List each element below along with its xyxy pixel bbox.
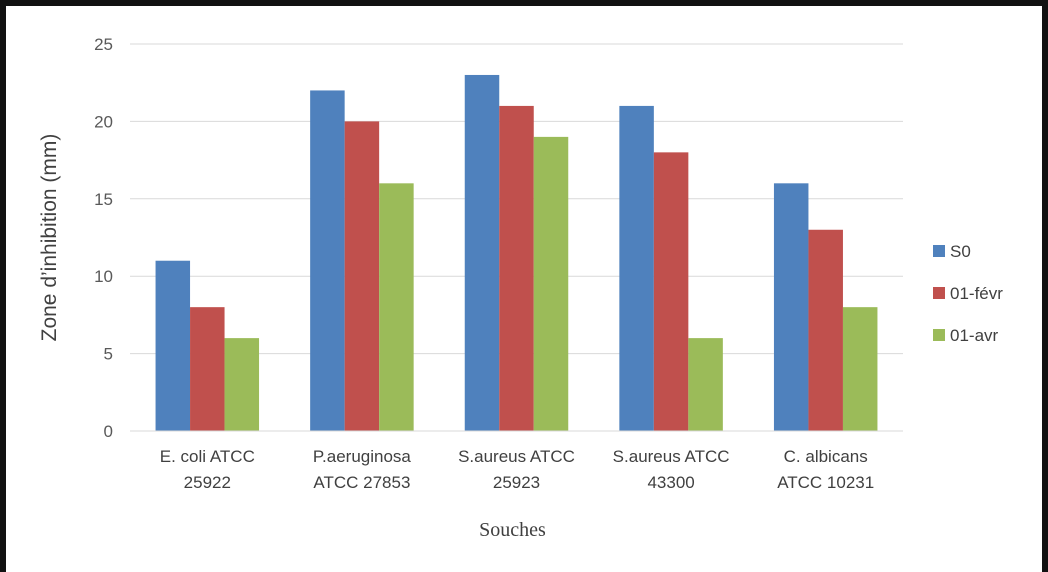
bar	[533, 136, 569, 431]
legend-swatch	[933, 245, 945, 257]
y-tick-label: 0	[104, 422, 113, 441]
bar	[688, 338, 723, 431]
bar	[310, 90, 345, 431]
legend: S0 01-févr 01-avr	[933, 242, 1003, 345]
bar	[190, 307, 225, 431]
bar	[224, 338, 260, 431]
bars	[155, 74, 878, 432]
bar	[619, 105, 654, 432]
y-tick-label: 20	[94, 112, 113, 131]
bar	[344, 121, 380, 432]
bar-chart: 0 5 10 15 20 25 E. coli ATCC 25922 P.aeruginosa…	[38, 35, 1003, 541]
bar	[464, 74, 500, 432]
bar	[842, 307, 878, 431]
x-tick-label: ATCC 27853	[313, 473, 410, 492]
x-tick-label: S.aureus ATCC	[458, 447, 575, 466]
bar	[499, 105, 534, 432]
legend-swatch	[933, 287, 945, 299]
legend-label: 01-avr	[950, 326, 999, 345]
x-tick-label: 25922	[184, 473, 231, 492]
legend-swatch	[933, 329, 945, 341]
y-tick-label: 10	[94, 267, 113, 286]
y-axis-label: Zone d’inhibition (mm)	[38, 134, 61, 342]
bar	[653, 152, 689, 432]
legend-label: 01-févr	[950, 284, 1003, 303]
y-tick-label: 25	[94, 35, 113, 54]
x-tick-label: E. coli ATCC	[160, 447, 255, 466]
legend-label: S0	[950, 242, 971, 261]
bar	[155, 260, 191, 431]
x-tick-label: P.aeruginosa	[313, 447, 412, 466]
x-tick-label: S.aureus ATCC	[613, 447, 730, 466]
y-tick-label: 5	[104, 345, 113, 364]
x-tick-label: 43300	[647, 473, 694, 492]
x-tick-label: ATCC 10231	[777, 473, 874, 492]
bar	[773, 183, 809, 431]
x-tick-label: 25923	[493, 473, 540, 492]
y-axis-ticks: 0 5 10 15 20 25	[94, 35, 113, 441]
x-axis-categories: E. coli ATCC 25922 P.aeruginosa ATCC 27853 S…	[160, 447, 874, 492]
bar	[379, 183, 414, 431]
x-tick-label: C. albicans	[784, 447, 868, 466]
x-axis-label: Souches	[479, 519, 546, 541]
bar	[808, 229, 843, 431]
y-tick-label: 15	[94, 190, 113, 209]
